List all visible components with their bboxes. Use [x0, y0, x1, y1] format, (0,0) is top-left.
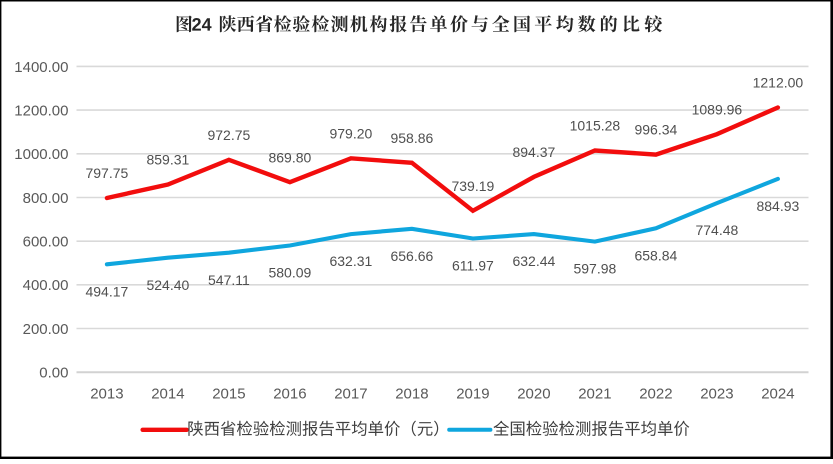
svg-text:1000.00: 1000.00	[14, 146, 68, 163]
svg-text:894.37: 894.37	[512, 144, 555, 160]
svg-text:2016: 2016	[273, 386, 306, 403]
svg-text:972.75: 972.75	[207, 127, 250, 143]
svg-text:494.17: 494.17	[85, 283, 128, 299]
svg-text:2019: 2019	[456, 386, 489, 403]
svg-text:774.48: 774.48	[695, 222, 738, 238]
svg-text:2014: 2014	[151, 386, 184, 403]
svg-text:658.84: 658.84	[634, 247, 677, 263]
svg-text:2023: 2023	[700, 386, 733, 403]
svg-text:979.20: 979.20	[329, 125, 372, 141]
svg-text:1400.00: 1400.00	[14, 59, 68, 76]
svg-text:797.75: 797.75	[85, 165, 128, 181]
svg-text:656.66: 656.66	[390, 248, 433, 264]
svg-text:958.86: 958.86	[390, 130, 433, 146]
svg-text:611.97: 611.97	[452, 258, 494, 274]
svg-text:547.11: 547.11	[208, 272, 250, 288]
svg-text:1015.28: 1015.28	[570, 118, 621, 134]
svg-text:2018: 2018	[395, 386, 428, 403]
svg-text:580.09: 580.09	[268, 265, 311, 281]
svg-text:2021: 2021	[578, 386, 611, 403]
svg-text:869.80: 869.80	[268, 149, 311, 165]
svg-text:2015: 2015	[212, 386, 245, 403]
svg-text:1089.96: 1089.96	[692, 101, 743, 117]
svg-text:2024: 2024	[761, 386, 794, 403]
svg-text:632.31: 632.31	[329, 253, 372, 269]
svg-text:739.19: 739.19	[451, 178, 494, 194]
svg-text:1200.00: 1200.00	[14, 103, 68, 120]
svg-text:597.98: 597.98	[573, 261, 616, 277]
svg-text:800.00: 800.00	[23, 190, 69, 207]
svg-text:859.31: 859.31	[146, 152, 189, 168]
svg-text:524.40: 524.40	[146, 277, 189, 293]
svg-text:200.00: 200.00	[23, 321, 69, 338]
svg-text:1212.00: 1212.00	[753, 75, 804, 91]
svg-text:2022: 2022	[639, 386, 672, 403]
svg-text:996.34: 996.34	[634, 122, 677, 138]
svg-text:600.00: 600.00	[23, 234, 69, 251]
svg-text:632.44: 632.44	[512, 253, 555, 269]
svg-text:400.00: 400.00	[23, 277, 69, 294]
svg-text:2020: 2020	[517, 386, 550, 403]
svg-text:0.00: 0.00	[39, 365, 68, 382]
svg-text:884.93: 884.93	[756, 198, 799, 214]
svg-text:2017: 2017	[334, 386, 367, 403]
svg-text:2013: 2013	[90, 386, 123, 403]
